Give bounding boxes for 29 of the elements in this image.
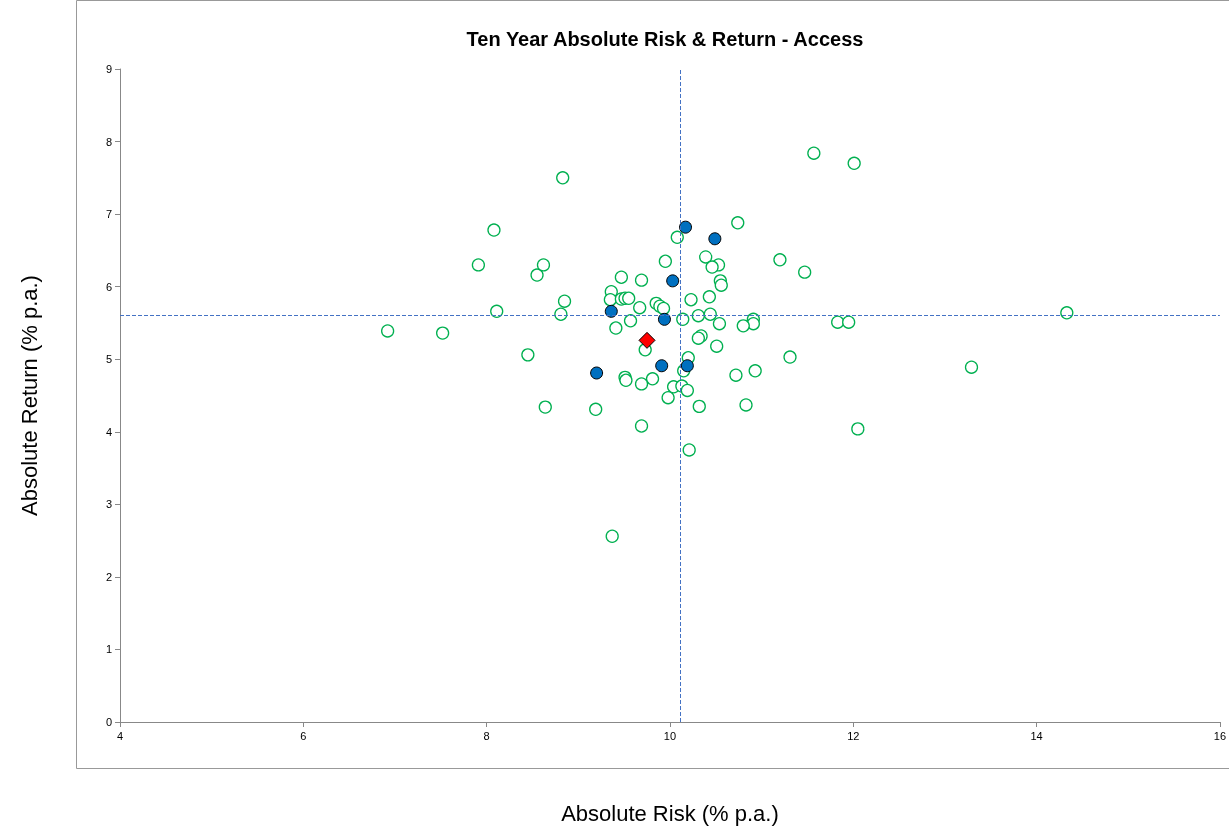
- y-axis-title: Absolute Return (% p.a.): [16, 275, 42, 516]
- y-tick-label: 8: [105, 135, 112, 148]
- point: [666, 274, 680, 288]
- y-tick-label: 7: [105, 208, 112, 221]
- point: [708, 232, 722, 246]
- chart-title: Ten Year Absolute Risk & Return - Access: [466, 28, 864, 50]
- x-tick-label: 8: [483, 729, 490, 742]
- point: [680, 359, 694, 373]
- y-tick-label: 4: [105, 425, 112, 438]
- x-tick-label: 4: [116, 729, 124, 742]
- point: [657, 312, 671, 326]
- x-tick-label: 6: [300, 729, 307, 742]
- x-axis-title: Absolute Risk (% p.a.): [561, 800, 779, 826]
- x-tick-label: 10: [663, 729, 677, 742]
- y-tick-label: 2: [105, 570, 112, 583]
- x-tick-label: 14: [1030, 729, 1043, 742]
- point: [655, 359, 669, 373]
- point: [590, 366, 604, 380]
- point: [679, 220, 693, 234]
- y-tick-label: 5: [105, 353, 112, 366]
- y-tick-label: 6: [105, 280, 112, 293]
- point: [604, 304, 618, 318]
- y-tick-label: 9: [105, 63, 112, 75]
- y-tick-label: 1: [105, 643, 112, 656]
- x-tick-label: 12: [847, 729, 860, 742]
- y-tick-label: 0: [105, 716, 112, 728]
- point: [638, 331, 656, 349]
- x-tick-label: 16: [1213, 729, 1227, 742]
- y-tick-label: 3: [105, 498, 112, 511]
